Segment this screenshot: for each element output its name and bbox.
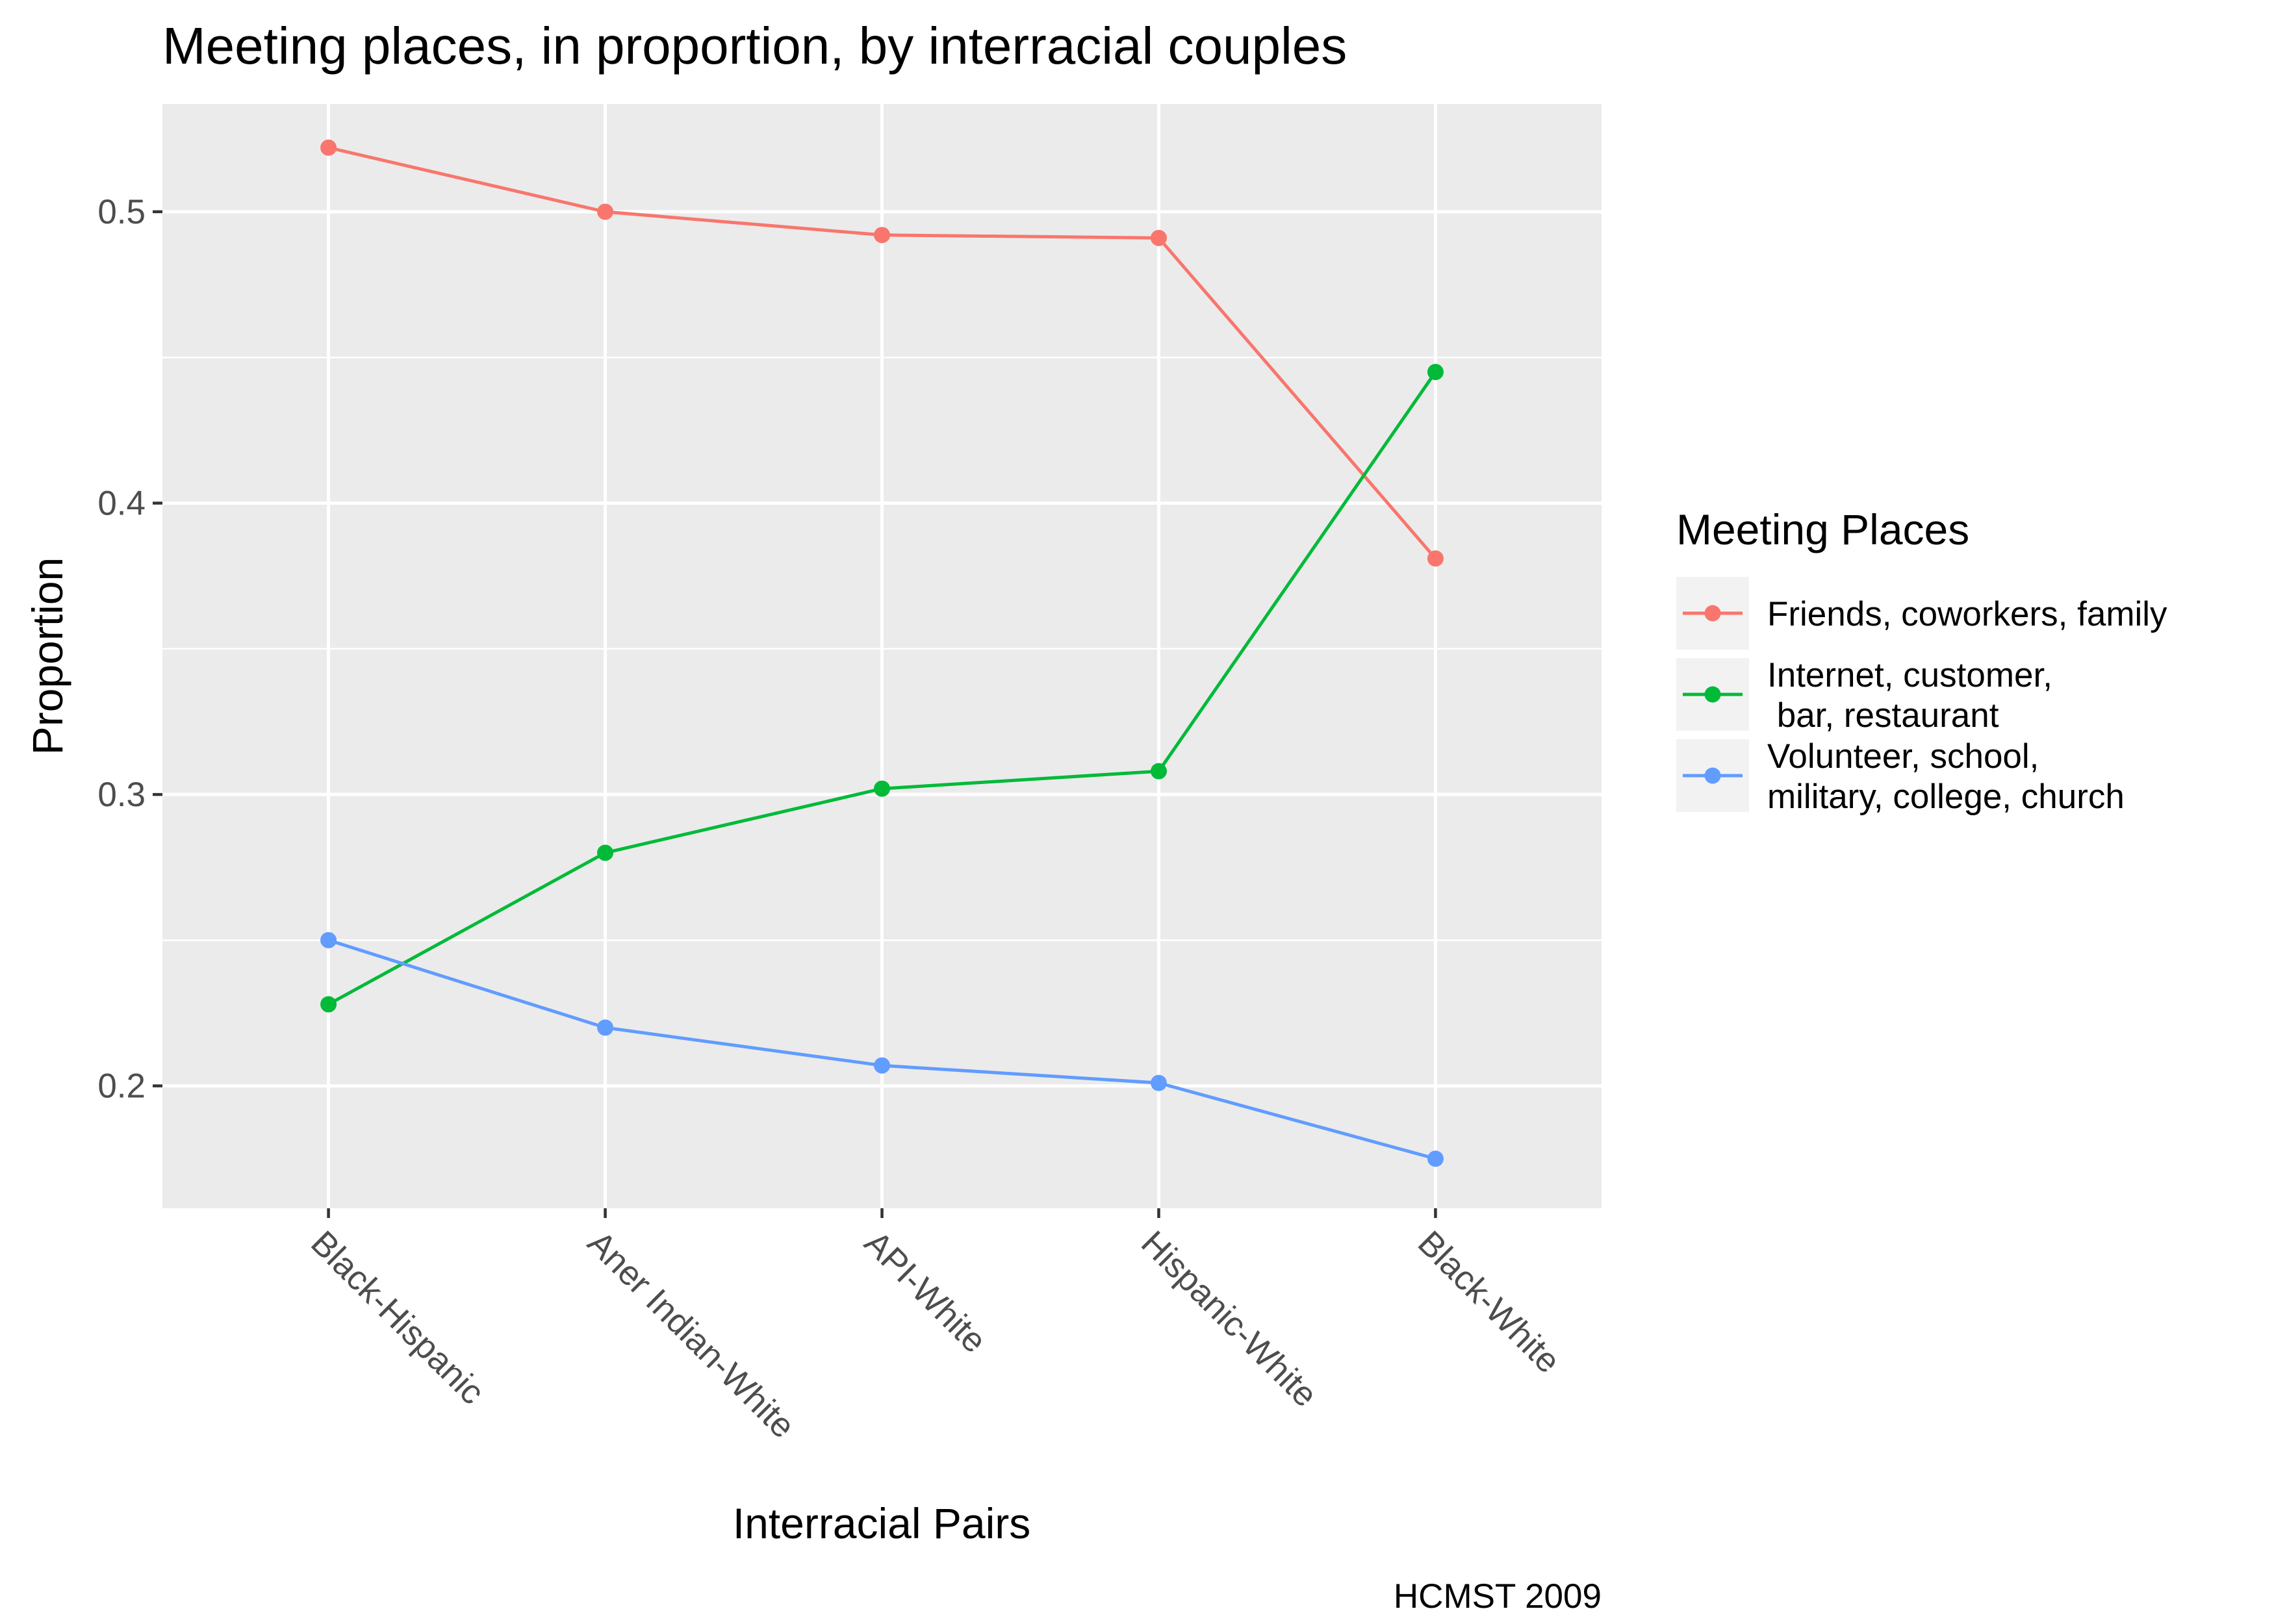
data-point bbox=[320, 139, 337, 156]
data-point bbox=[597, 844, 614, 861]
legend: Meeting Places Friends, coworkers, famil… bbox=[1676, 505, 2167, 816]
data-point bbox=[874, 780, 890, 797]
legend-key-point bbox=[1704, 605, 1721, 622]
x-axis: Black-Hispanic Aner Indian-White API-White… bbox=[303, 1208, 1568, 1446]
legend-label: Friends, coworkers, family bbox=[1767, 595, 2167, 633]
legend-item: Internet, customer, bar, restaurant bbox=[1676, 656, 2052, 735]
x-tick-label: Black-Hispanic bbox=[303, 1224, 492, 1412]
data-point bbox=[1150, 229, 1167, 246]
y-axis: 0.2 0.3 0.4 0.5 bbox=[97, 193, 162, 1106]
data-point bbox=[1427, 550, 1444, 567]
legend-key-point bbox=[1704, 686, 1721, 703]
y-tick-label: 0.5 bbox=[97, 193, 146, 231]
data-point bbox=[1150, 763, 1167, 780]
x-tick-label: Black-White bbox=[1411, 1224, 1568, 1381]
series-group bbox=[320, 139, 1444, 567]
chart-title: Meeting places, in proportion, by interr… bbox=[162, 17, 1347, 75]
y-tick-label: 0.2 bbox=[97, 1067, 146, 1106]
data-point bbox=[874, 1057, 890, 1074]
x-axis-title: Interracial Pairs bbox=[733, 1499, 1031, 1547]
legend-title: Meeting Places bbox=[1676, 505, 1969, 553]
data-point bbox=[1427, 1150, 1444, 1167]
grid-lines bbox=[162, 104, 1602, 1208]
legend-item: Friends, coworkers, family bbox=[1676, 577, 2167, 650]
data-point bbox=[1150, 1074, 1167, 1091]
legend-label: Internet, customer, bar, restaurant bbox=[1767, 656, 2052, 735]
legend-label: Volunteer, school, military, college, chu… bbox=[1767, 737, 2125, 816]
legend-item: Volunteer, school, military, college, chu… bbox=[1676, 737, 2125, 816]
data-point bbox=[597, 1019, 614, 1036]
y-axis-title: Proportion bbox=[23, 557, 71, 755]
series-group bbox=[320, 932, 1444, 1167]
data-point bbox=[597, 203, 614, 220]
y-tick-label: 0.4 bbox=[97, 485, 146, 523]
legend-key-point bbox=[1704, 767, 1721, 784]
chart-caption: HCMST 2009 bbox=[1394, 1577, 1602, 1616]
data-point bbox=[320, 932, 337, 948]
x-tick-label: Aner Indian-White bbox=[580, 1224, 802, 1446]
series-group bbox=[320, 364, 1444, 1013]
data-point bbox=[320, 996, 337, 1013]
x-tick-label: Hispanic-White bbox=[1134, 1224, 1325, 1415]
series-layer bbox=[320, 139, 1444, 1167]
data-point bbox=[874, 227, 890, 244]
x-tick-label: API-White bbox=[857, 1224, 993, 1360]
y-tick-label: 0.3 bbox=[97, 776, 146, 814]
data-point bbox=[1427, 364, 1444, 381]
